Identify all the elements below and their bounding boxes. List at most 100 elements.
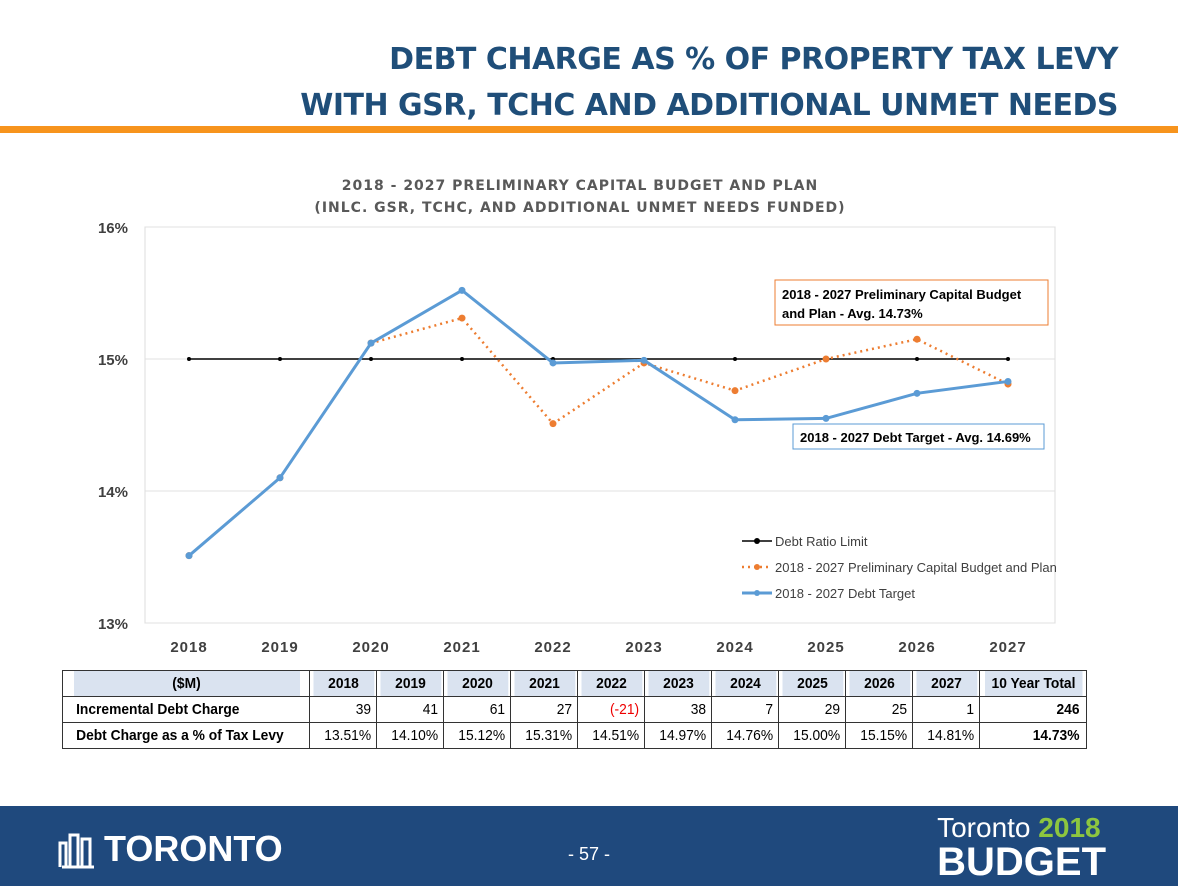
data-point xyxy=(367,339,375,347)
legend-marker xyxy=(754,564,760,570)
table-cell: 7 xyxy=(713,696,777,723)
data-point xyxy=(733,357,737,361)
x-tick-label: 2025 xyxy=(807,639,844,656)
x-tick-label: 2018 xyxy=(170,639,207,656)
legend-label: 2018 - 2027 Preliminary Capital Budget a… xyxy=(775,560,1057,575)
footer: TORONTO - 57 - Toronto 2018 BUDGET xyxy=(0,806,1178,886)
data-point xyxy=(276,474,284,482)
table-cell: 61 xyxy=(445,696,509,723)
x-tick-label: 2026 xyxy=(898,639,935,656)
budget-brand: Toronto 2018 BUDGET xyxy=(937,812,1106,884)
row-label: ($M) xyxy=(71,670,301,697)
data-point xyxy=(369,357,373,361)
table-cell: 246 xyxy=(983,696,1083,723)
table-cell: 15.00% xyxy=(780,722,844,749)
table-cell: 41 xyxy=(378,696,442,723)
legend-label: Debt Ratio Limit xyxy=(775,534,868,549)
chart-subtitle: (INLC. GSR, TCHC, AND ADDITIONAL UNMET N… xyxy=(314,200,845,216)
x-tick-label: 2019 xyxy=(261,639,298,656)
table-cell: 15.12% xyxy=(445,722,509,749)
slide-title-line2: WITH GSR, TCHC AND ADDITIONAL UNMET NEED… xyxy=(300,88,1118,123)
x-tick-label: 2024 xyxy=(716,639,753,656)
table-cell: 10 Year Total xyxy=(983,670,1083,697)
table-cell: 2019 xyxy=(378,670,442,697)
table-cell: 2027 xyxy=(914,670,978,697)
table-cell: 2026 xyxy=(847,670,911,697)
x-tick-label: 2021 xyxy=(443,639,480,656)
data-point xyxy=(913,389,921,397)
y-tick-label: 15% xyxy=(98,352,128,369)
series-line-2 xyxy=(188,288,1009,557)
table-cell: 15.15% xyxy=(847,722,911,749)
toronto-logo: TORONTO xyxy=(58,828,283,870)
row-label: Incremental Debt Charge xyxy=(71,696,301,723)
table-cell: 27 xyxy=(512,696,576,723)
data-point xyxy=(1004,377,1012,385)
data-point xyxy=(1006,357,1010,361)
title-divider xyxy=(0,126,1178,133)
table-row: Incremental Debt Charge 39 41 61 27 (-21) 38 7 2… xyxy=(63,696,1087,723)
data-point xyxy=(460,357,464,361)
data-point xyxy=(640,356,648,364)
table-cell: 14.76% xyxy=(713,722,777,749)
table-cell: 14.81% xyxy=(914,722,978,749)
annotation-box xyxy=(774,279,1049,326)
brand-year: 2018 xyxy=(1038,812,1101,843)
y-tick-label: 14% xyxy=(98,484,128,501)
table-cell: 2022 xyxy=(579,670,643,697)
data-point xyxy=(458,286,466,294)
data-point xyxy=(822,414,830,422)
chart-title: 2018 - 2027 PRELIMINARY CAPITAL BUDGET A… xyxy=(342,178,818,194)
table-cell: 1 xyxy=(914,696,978,723)
data-point xyxy=(458,314,466,322)
table-cell: 14.97% xyxy=(646,722,710,749)
y-tick-label: 13% xyxy=(98,616,128,633)
data-point xyxy=(731,387,739,395)
city-hall-icon xyxy=(58,833,94,869)
data-point xyxy=(915,357,919,361)
table-cell: 15.31% xyxy=(512,722,576,749)
table-cell: 39 xyxy=(311,696,375,723)
slide-title-line1: DEBT CHARGE AS % OF PROPERTY TAX LEVY xyxy=(389,42,1118,77)
annotation-box xyxy=(792,423,1045,450)
data-point xyxy=(731,416,739,424)
data-point xyxy=(549,420,557,428)
data-point xyxy=(278,357,282,361)
row-label: Debt Charge as a % of Tax Levy xyxy=(71,722,301,749)
x-tick-label: 2020 xyxy=(352,639,389,656)
logo-text: TORONTO xyxy=(104,828,283,869)
table-cell: (-21) xyxy=(579,696,643,723)
series-line-1 xyxy=(188,316,1009,557)
table-cell: 2025 xyxy=(780,670,844,697)
legend-marker xyxy=(754,538,760,544)
table-cell: 2018 xyxy=(311,670,375,697)
page-number: - 57 - xyxy=(567,844,610,864)
x-tick-label: 2022 xyxy=(534,639,571,656)
x-tick-label: 2023 xyxy=(625,639,662,656)
data-point xyxy=(913,335,921,343)
brand-city: Toronto xyxy=(937,812,1031,843)
table-cell: 25 xyxy=(847,696,911,723)
table-cell: 2021 xyxy=(512,670,576,697)
annotation-text: 2018 - 2027 Debt Target - Avg. 14.69% xyxy=(800,430,1031,445)
table-cell: 2020 xyxy=(445,670,509,697)
table-row: Debt Charge as a % of Tax Levy 13.51% 14.1… xyxy=(63,722,1087,749)
y-tick-label: 16% xyxy=(98,220,128,237)
data-point xyxy=(187,357,191,361)
data-table: ($M) 2018 2019 2020 2021 2022 2023 2024 2025 2026… xyxy=(62,670,1087,749)
legend-label: 2018 - 2027 Debt Target xyxy=(775,586,915,601)
table-cell: 2023 xyxy=(646,670,710,697)
table-cell: 29 xyxy=(780,696,844,723)
x-tick-label: 2027 xyxy=(989,639,1026,656)
table-cell: 14.73% xyxy=(983,722,1083,749)
table-cell: 13.51% xyxy=(311,722,375,749)
data-point xyxy=(185,552,193,560)
line-chart: 2018 - 2027 PRELIMINARY CAPITAL BUDGET A… xyxy=(98,178,1057,656)
data-point xyxy=(549,359,557,367)
table-cell: 2024 xyxy=(713,670,777,697)
legend-marker xyxy=(754,590,760,596)
annotation-text: 2018 - 2027 Preliminary Capital Budget xyxy=(782,287,1022,302)
table-cell: 14.10% xyxy=(378,722,442,749)
table-header-row: ($M) 2018 2019 2020 2021 2022 2023 2024 2025 2026… xyxy=(63,670,1087,697)
brand-word: BUDGET xyxy=(937,840,1106,884)
